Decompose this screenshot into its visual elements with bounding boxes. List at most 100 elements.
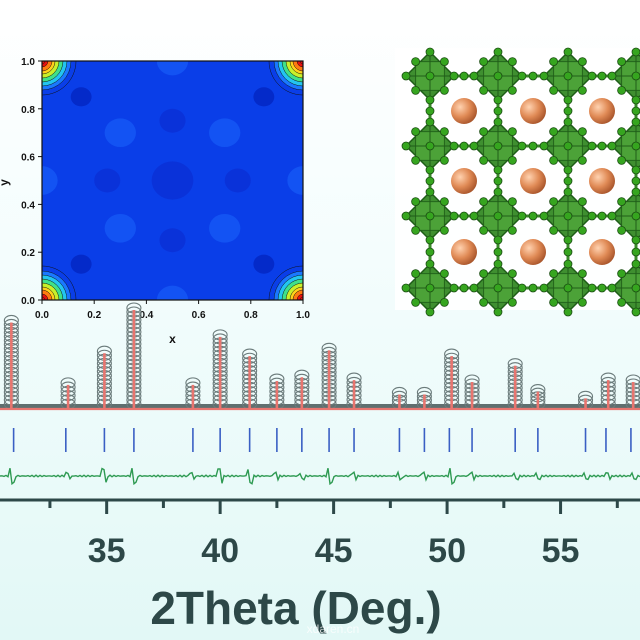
inset-x-tick-label-0: 0.0 [35,310,49,321]
anion-atom [479,225,489,235]
anion-atom [425,95,435,105]
contour-blob-15 [156,285,189,300]
anion-atom [449,71,459,81]
bridge-atom [528,211,538,221]
anion-atom [517,141,527,151]
octahedron [469,187,527,245]
contour-blob-16 [156,61,189,76]
contour-blob-3 [94,168,121,193]
anion-atom [631,211,640,221]
anion-atom [587,141,597,151]
peak-9 [321,342,337,410]
contour-blob-6 [209,213,241,243]
anion-atom [439,86,449,95]
anion-atom [469,283,479,293]
anion-atom [493,307,503,317]
peak-17 [577,390,594,410]
hotspot-ring [299,296,303,300]
inset-x-tick-label-4: 0.8 [244,310,258,321]
anion-atom [631,47,640,57]
anion-atom [508,269,517,279]
contour-blob-9 [70,254,92,274]
bridge-atom [631,176,640,186]
inset-x-tick-label-1: 0.2 [87,310,101,321]
anion-atom [469,211,479,221]
inset-y-tick-label-5: 1.0 [21,57,35,68]
anion-atom [578,57,587,66]
anion-atom [493,259,503,269]
anion-atom [439,127,449,137]
anion-atom [517,211,527,221]
anion-atom [411,297,421,307]
cation-atom [451,239,477,265]
bridge-atom [563,106,573,116]
anion-atom [411,57,421,66]
bridge-atom [631,106,640,116]
anion-atom [549,269,558,279]
anion-atom [493,117,503,127]
anion-atom [617,197,626,207]
anion-atom [439,225,449,235]
peak-18 [600,372,616,410]
anion-atom [479,297,489,307]
bridge-atom [597,283,607,293]
anion-atom [493,283,503,293]
contour-blob-13 [42,166,58,195]
peak-10 [346,372,362,410]
contour-blob-7 [104,118,136,148]
octahedron [539,187,597,245]
anion-atom [549,197,558,207]
octahedron [607,47,640,105]
anion-atom [563,95,573,105]
anion-atom [479,197,489,207]
x-tick-label-4: 55 [542,532,580,570]
octahedron [607,187,640,245]
inset-x-tick-label-3: 0.6 [192,310,206,321]
anion-atom [411,127,421,137]
bridge-atom [493,176,503,186]
anion-atom [631,259,640,269]
peak-13 [444,348,460,410]
anion-atom [411,197,421,207]
anion-atom [425,141,435,151]
peak-12 [416,386,432,410]
anion-atom [401,71,411,81]
cation-atom [520,239,546,265]
octahedron [469,117,527,175]
anion-atom [508,197,517,207]
anion-atom [631,117,640,127]
anion-atom [425,259,435,269]
cation-atom [451,98,477,124]
anion-atom [508,57,517,66]
inset-y-tick-label-3: 0.6 [21,153,35,164]
bridge-atom [425,106,435,116]
octahedron [539,259,597,317]
x-tick-label-0: 35 [88,532,126,570]
difference-curve [0,467,640,486]
anion-atom [469,141,479,151]
anion-atom [425,165,435,175]
anion-atom [617,57,626,66]
anion-atom [508,155,517,165]
anion-atom [539,141,549,151]
peak-2 [96,345,112,410]
anion-atom [425,71,435,81]
inset-heatmap: 0.0 0.2 0.4 0.6 0.8 1.0 0.0 0.2 0.4 0.6 0.8 1.0 x y [0,57,310,346]
anion-atom [587,283,597,293]
anion-atom [549,86,558,95]
inset-x-tick-label-5: 1.0 [296,310,310,321]
anion-atom [563,187,573,197]
anion-atom [578,155,587,165]
anion-atom [549,297,558,307]
anion-atom [578,86,587,95]
bridge-atom [459,141,469,151]
anion-atom [517,283,527,293]
contour-blob-1 [159,228,186,253]
bridge-atom [493,106,503,116]
anion-atom [425,283,435,293]
anion-atom [617,297,626,307]
observed-baseline [0,404,640,410]
bridge-atom [459,211,469,221]
hotspot-ring [299,61,303,65]
anion-atom [493,165,503,175]
